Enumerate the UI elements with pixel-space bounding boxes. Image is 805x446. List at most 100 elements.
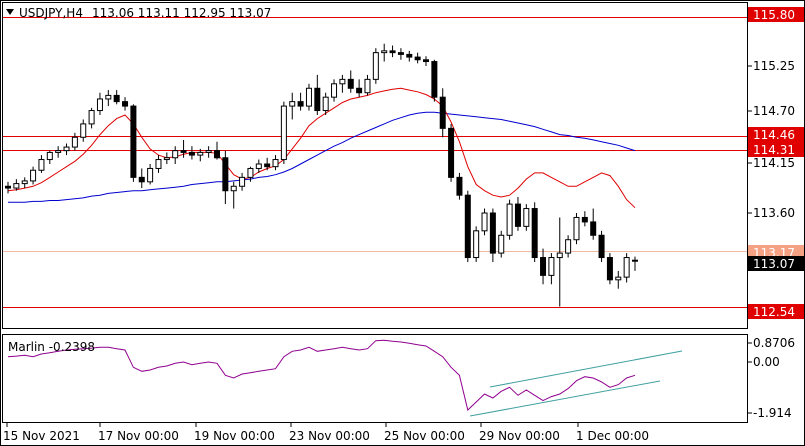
candle-body bbox=[523, 208, 530, 227]
level-tag-text: 114.31 bbox=[753, 143, 795, 157]
candle-body bbox=[339, 78, 346, 85]
candle-body bbox=[397, 52, 404, 55]
candle-body bbox=[30, 169, 37, 182]
candle-body bbox=[21, 180, 28, 185]
candle-body bbox=[322, 96, 329, 112]
candle-body bbox=[122, 101, 129, 107]
time-axis: 15 Nov 2021 17 Nov 00:00 19 Nov 00:00 23… bbox=[3, 423, 649, 443]
candle-body bbox=[615, 276, 622, 281]
price-axis: 115.25 114.70 114.15 113.60 bbox=[748, 59, 795, 220]
time-label: 29 Nov 00:00 bbox=[479, 429, 560, 443]
candle-body bbox=[163, 157, 170, 161]
candle-body bbox=[297, 101, 304, 107]
candle-body bbox=[314, 87, 321, 112]
level-tag bbox=[748, 142, 804, 157]
candle-body bbox=[456, 176, 463, 196]
candle-body bbox=[130, 105, 137, 178]
candle-body bbox=[214, 150, 220, 159]
time-label: 17 Nov 00:00 bbox=[98, 429, 179, 443]
candle-body bbox=[347, 78, 354, 89]
candle-body bbox=[481, 212, 488, 232]
candle-body bbox=[63, 146, 70, 152]
level-tag bbox=[748, 7, 804, 22]
indicator-tick: -1.914 bbox=[753, 406, 792, 420]
price-tick: 113.60 bbox=[753, 206, 795, 220]
candle-body bbox=[448, 127, 455, 178]
fast-ma-line bbox=[7, 87, 636, 209]
level-tag-text: 112.54 bbox=[753, 305, 795, 319]
candle-body bbox=[247, 167, 254, 178]
candle-body bbox=[96, 98, 103, 112]
candle-body bbox=[623, 257, 630, 278]
candle-body bbox=[305, 87, 312, 107]
marlin-line bbox=[7, 339, 636, 411]
candle-body bbox=[431, 61, 438, 98]
time-label: 19 Nov 00:00 bbox=[194, 429, 275, 443]
candle-body bbox=[80, 123, 87, 138]
time-label: 1 Dec 00:00 bbox=[576, 429, 649, 443]
candle-body bbox=[289, 101, 296, 107]
indicator-tick: 0.00 bbox=[753, 355, 780, 369]
candle-body bbox=[590, 221, 597, 236]
candle-body bbox=[406, 53, 413, 58]
level-tag-text: 115.80 bbox=[753, 8, 795, 22]
candle-body bbox=[188, 151, 195, 156]
indicator-tick: 0.8706 bbox=[753, 336, 795, 350]
candle-body bbox=[632, 259, 638, 262]
candle-body bbox=[172, 150, 179, 159]
candle-body bbox=[147, 167, 154, 183]
candle-body bbox=[573, 216, 580, 241]
candle-body bbox=[222, 157, 229, 192]
candle-body bbox=[531, 208, 538, 259]
time-label: 15 Nov 2021 bbox=[3, 429, 80, 443]
symbol-title: USDJPY,H4 bbox=[19, 6, 83, 20]
candle-body bbox=[113, 94, 120, 103]
indicator-label: Marlin -0.2398 bbox=[8, 340, 95, 354]
candle-body bbox=[38, 159, 45, 171]
candle-body bbox=[264, 163, 271, 168]
marlin-indicator bbox=[7, 339, 683, 417]
candle-body bbox=[381, 50, 388, 54]
candle-body bbox=[606, 257, 613, 281]
candle-body bbox=[180, 150, 187, 153]
candle-body bbox=[506, 203, 513, 236]
horizontal-levels bbox=[3, 17, 747, 308]
candle-body bbox=[598, 234, 605, 259]
slow-ma-line bbox=[8, 111, 636, 203]
time-label: 23 Nov 00:00 bbox=[289, 429, 370, 443]
indicator-pane[interactable] bbox=[2, 334, 748, 423]
candle-body bbox=[197, 151, 204, 156]
candle-body bbox=[514, 203, 521, 227]
candle-body bbox=[565, 239, 572, 254]
current-price-text: 113.07 bbox=[753, 257, 795, 271]
level-tag bbox=[748, 304, 804, 319]
candle-body bbox=[439, 96, 446, 129]
candlesticks bbox=[5, 43, 638, 307]
price-tick: 114.70 bbox=[753, 104, 795, 118]
candle-body bbox=[389, 50, 396, 54]
dropdown-triangle-icon[interactable] bbox=[6, 9, 14, 15]
level-tag-text: 114.46 bbox=[753, 128, 795, 142]
level-tag bbox=[748, 127, 804, 142]
candle-body bbox=[230, 185, 237, 192]
candle-body bbox=[280, 105, 287, 161]
candle-body bbox=[364, 78, 371, 94]
level-tags: 115.80 114.46 114.31 113.17 113.07 112.5… bbox=[748, 7, 804, 319]
candle-body bbox=[255, 163, 262, 169]
candle-body bbox=[556, 252, 563, 259]
moving-averages bbox=[7, 87, 636, 209]
candle-body bbox=[13, 183, 20, 189]
candle-body bbox=[372, 52, 379, 80]
channel-lower-line bbox=[469, 380, 661, 417]
candle-body bbox=[205, 150, 212, 153]
candle-body bbox=[88, 110, 95, 125]
price-tick: 115.25 bbox=[753, 59, 795, 73]
candle-body bbox=[498, 234, 505, 254]
ohlc-values: 113.06 113.11 112.95 113.07 bbox=[92, 6, 271, 20]
candle-body bbox=[239, 176, 246, 187]
candle-body bbox=[138, 176, 145, 183]
price-pane[interactable] bbox=[2, 2, 748, 329]
channel-upper-line bbox=[489, 350, 683, 388]
time-label: 25 Nov 00:00 bbox=[384, 429, 465, 443]
